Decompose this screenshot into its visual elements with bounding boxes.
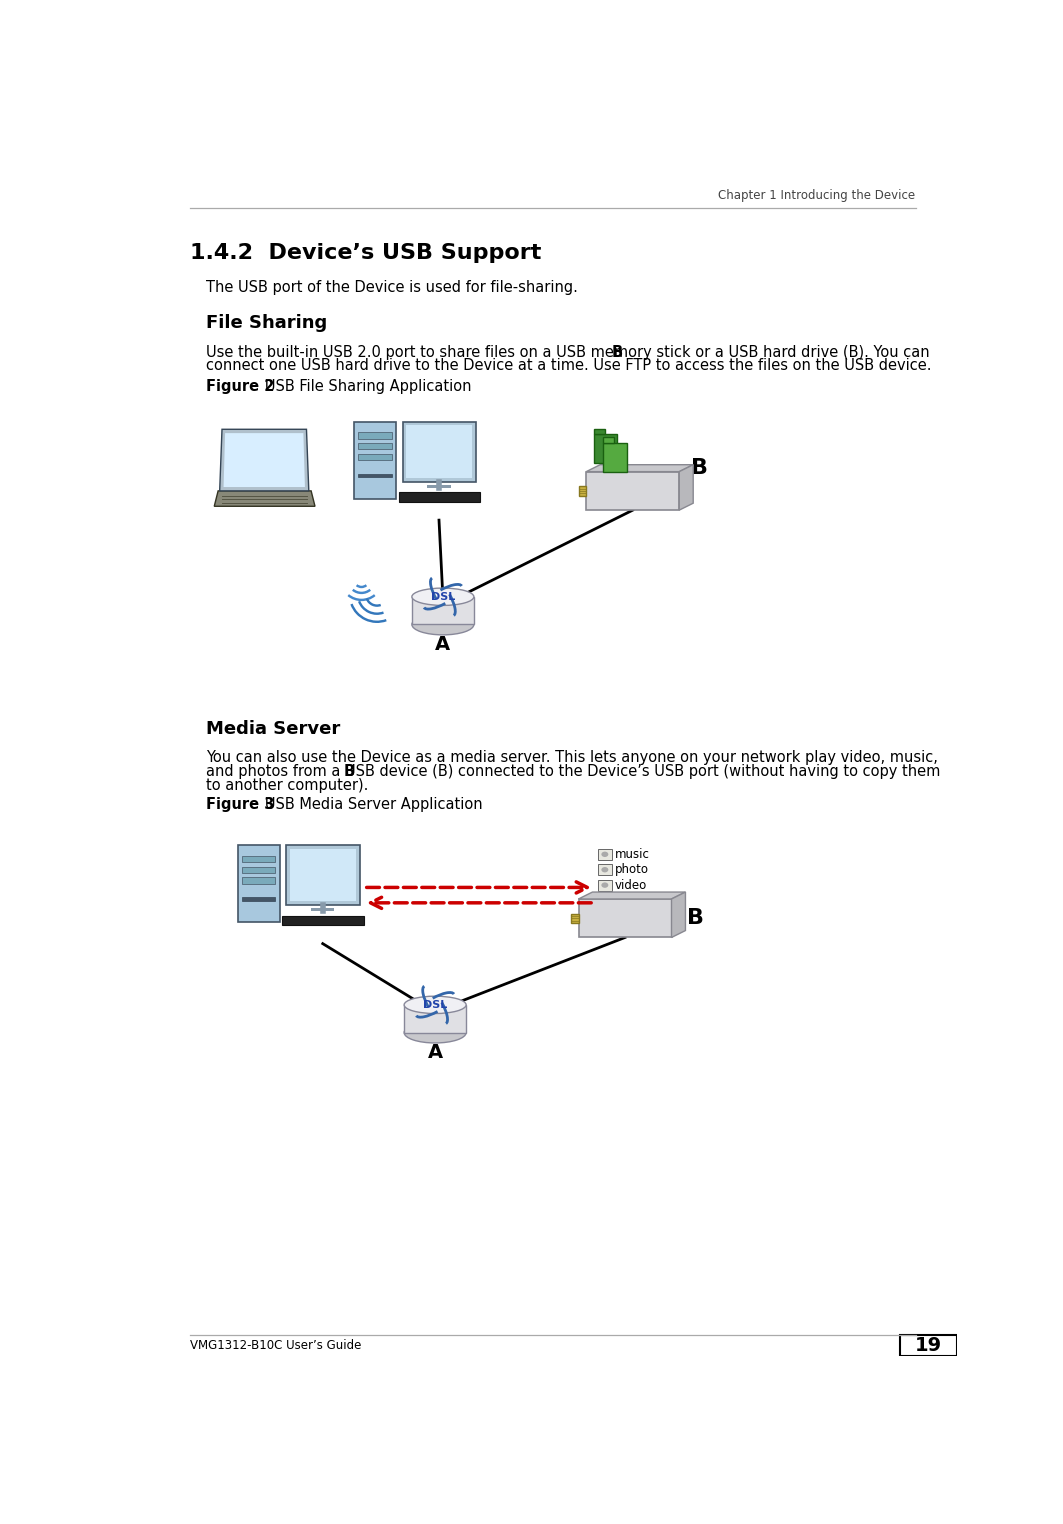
Polygon shape bbox=[220, 430, 308, 491]
Bar bbox=[427, 485, 451, 488]
Bar bbox=[358, 443, 392, 450]
Polygon shape bbox=[604, 437, 614, 442]
Bar bbox=[900, 1335, 957, 1356]
Text: USB File Sharing Application: USB File Sharing Application bbox=[251, 379, 471, 395]
Text: music: music bbox=[614, 847, 649, 861]
Text: connect one USB hard drive to the Device at a time. Use FTP to access the files : connect one USB hard drive to the Device… bbox=[206, 358, 931, 373]
Ellipse shape bbox=[404, 1023, 466, 1042]
Ellipse shape bbox=[411, 588, 474, 605]
Bar bbox=[242, 898, 275, 901]
Bar bbox=[290, 849, 356, 901]
Text: Figure 3: Figure 3 bbox=[206, 797, 274, 812]
Text: VMG1312-B10C User’s Guide: VMG1312-B10C User’s Guide bbox=[190, 1340, 361, 1352]
Text: Chapter 1 Introducing the Device: Chapter 1 Introducing the Device bbox=[719, 189, 915, 201]
Bar bbox=[578, 486, 587, 495]
Bar bbox=[571, 913, 578, 924]
Bar bbox=[311, 908, 335, 911]
Bar bbox=[406, 425, 472, 479]
Bar bbox=[242, 856, 275, 863]
Polygon shape bbox=[679, 465, 693, 511]
Text: DSL: DSL bbox=[431, 591, 455, 602]
Polygon shape bbox=[587, 465, 693, 471]
Bar bbox=[283, 916, 364, 925]
Polygon shape bbox=[223, 433, 305, 488]
Bar bbox=[358, 454, 392, 460]
Text: B: B bbox=[344, 764, 355, 779]
Ellipse shape bbox=[404, 997, 466, 1013]
Bar bbox=[237, 846, 281, 922]
Text: to another computer).: to another computer). bbox=[206, 779, 368, 792]
Bar bbox=[286, 846, 360, 905]
Bar bbox=[358, 474, 392, 477]
Ellipse shape bbox=[602, 867, 608, 872]
Text: B: B bbox=[611, 344, 623, 360]
Polygon shape bbox=[594, 434, 618, 463]
Text: You can also use the Device as a media server. This lets anyone on your network : You can also use the Device as a media s… bbox=[206, 750, 938, 765]
Text: 1.4.2  Device’s USB Support: 1.4.2 Device’s USB Support bbox=[190, 242, 542, 264]
Text: photo: photo bbox=[614, 863, 648, 876]
Text: and photos from a USB device (B) connected to the Device’s USB port (without hav: and photos from a USB device (B) connect… bbox=[206, 764, 940, 779]
Text: Use the built-in USB 2.0 port to share files on a USB memory stick or a USB hard: Use the built-in USB 2.0 port to share f… bbox=[206, 344, 929, 360]
Bar bbox=[399, 492, 480, 501]
Text: Figure 2: Figure 2 bbox=[206, 379, 274, 395]
Text: Media Server: Media Server bbox=[206, 719, 340, 738]
Text: The USB port of the Device is used for file-sharing.: The USB port of the Device is used for f… bbox=[206, 280, 577, 296]
Ellipse shape bbox=[602, 852, 608, 856]
Text: video: video bbox=[614, 879, 647, 892]
Polygon shape bbox=[578, 892, 686, 899]
Polygon shape bbox=[215, 491, 315, 506]
Polygon shape bbox=[578, 899, 672, 937]
Polygon shape bbox=[604, 442, 626, 472]
Text: B: B bbox=[691, 457, 708, 479]
Text: A: A bbox=[436, 636, 451, 654]
Polygon shape bbox=[594, 428, 605, 434]
Text: 19: 19 bbox=[915, 1337, 943, 1355]
Polygon shape bbox=[672, 892, 686, 937]
Text: B: B bbox=[687, 908, 704, 928]
Text: File Sharing: File Sharing bbox=[206, 314, 327, 332]
Text: DSL: DSL bbox=[423, 1000, 448, 1010]
Bar bbox=[358, 433, 392, 439]
Polygon shape bbox=[404, 1004, 466, 1033]
Bar bbox=[597, 879, 612, 890]
Bar bbox=[354, 422, 396, 498]
Text: USB Media Server Application: USB Media Server Application bbox=[251, 797, 483, 812]
Polygon shape bbox=[587, 471, 679, 511]
Bar bbox=[597, 849, 612, 860]
Text: A: A bbox=[427, 1044, 442, 1062]
Polygon shape bbox=[411, 597, 474, 625]
Bar bbox=[403, 422, 476, 482]
Bar bbox=[597, 864, 612, 875]
Bar bbox=[242, 867, 275, 873]
Ellipse shape bbox=[602, 882, 608, 888]
Ellipse shape bbox=[411, 614, 474, 636]
Bar bbox=[242, 878, 275, 884]
